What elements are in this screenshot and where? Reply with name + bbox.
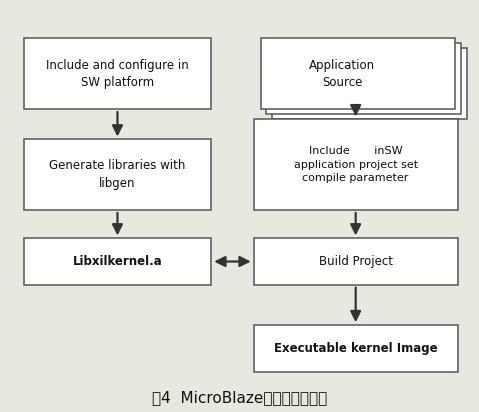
Text: Libxilkernel.a: Libxilkernel.a	[73, 255, 162, 268]
Text: Application
Source: Application Source	[309, 59, 376, 89]
Text: Generate libraries with
libgen: Generate libraries with libgen	[49, 159, 186, 190]
FancyBboxPatch shape	[261, 38, 456, 109]
FancyBboxPatch shape	[23, 238, 211, 285]
FancyBboxPatch shape	[23, 139, 211, 210]
Text: Include and configure in
SW platform: Include and configure in SW platform	[46, 59, 189, 89]
FancyBboxPatch shape	[266, 43, 461, 114]
FancyBboxPatch shape	[272, 48, 467, 119]
FancyBboxPatch shape	[253, 238, 458, 285]
Text: 图4  MicroBlaze的软件开发流程: 图4 MicroBlaze的软件开发流程	[152, 390, 327, 405]
FancyBboxPatch shape	[253, 119, 458, 210]
FancyBboxPatch shape	[253, 325, 458, 372]
FancyBboxPatch shape	[23, 38, 211, 109]
Text: Executable kernel Image: Executable kernel Image	[274, 342, 437, 355]
Text: Build Project: Build Project	[319, 255, 393, 268]
Text: Include       inSW
application project set
compile parameter: Include inSW application project set com…	[294, 146, 418, 183]
